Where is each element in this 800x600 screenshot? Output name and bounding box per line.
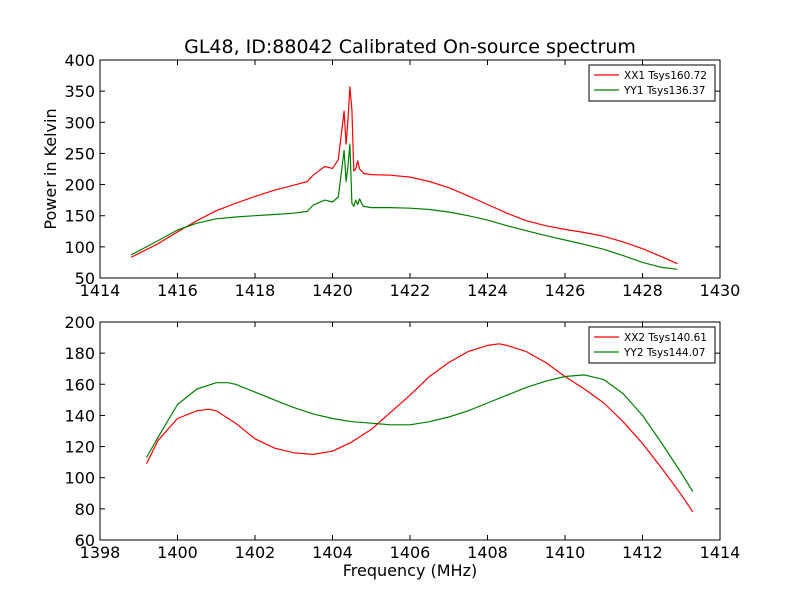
plot1-y-tick-label: 100 <box>64 238 95 257</box>
plot2-series-yy-line <box>145 374 694 493</box>
plot1-y-tick-label: 350 <box>64 82 95 101</box>
plot2-x-tick-label: 1410 <box>545 543 586 562</box>
plot2-legend-box <box>588 326 716 364</box>
plot2-legend-label: YY2 Tsys144.07 <box>623 347 705 359</box>
plot1-y-tick-label: 200 <box>64 176 95 195</box>
plot1-x-tick-label: 1424 <box>467 281 508 300</box>
plots-layer: 1414 1416 1418 1420 1422 1424 1426 1428 1430 50 10… <box>41 51 740 580</box>
plot2-x-axis-label: Frequency (MHz) <box>343 561 477 580</box>
plot2-x-tick-label: 1412 <box>622 543 663 562</box>
plot1-y-tick-label: 250 <box>64 144 95 163</box>
plot2-x-tick-label: 1400 <box>157 543 198 562</box>
plot2-y-tick-label: 160 <box>64 375 95 394</box>
plot1-y-tick-label: 150 <box>64 207 95 226</box>
plot2-legend-label: XX2 Tsys140.61 <box>624 332 707 344</box>
plot2-y-tick-label: 80 <box>75 500 95 519</box>
plot1-x-tick-label: 1426 <box>545 281 586 300</box>
plot2-x-tick-label: 1404 <box>312 543 353 562</box>
plot1-x-tick-label: 1414 <box>80 281 121 300</box>
plot2-y-tick-label: 140 <box>64 406 95 425</box>
plot2-y-tick-label: 60 <box>75 531 95 550</box>
plot1-legend-label: YY1 Tsys136.37 <box>623 85 705 97</box>
plot2-y-tick-label: 180 <box>64 344 95 363</box>
plot1-x-tick-label: 1420 <box>312 281 353 300</box>
plot1-x-tick-label: 1416 <box>157 281 198 300</box>
plot2-x-tick-label: 1406 <box>390 543 431 562</box>
plot1-y-tick-label: 400 <box>64 51 95 70</box>
plot1-x-tick-label: 1428 <box>622 281 663 300</box>
plot1-series-xx-line <box>130 86 678 265</box>
plot1-legend-box <box>588 64 716 102</box>
plot1-y-tick-label: 300 <box>64 113 95 132</box>
plot1-x-tick-label: 1422 <box>390 281 431 300</box>
plot2-y-tick-label: 200 <box>64 313 95 332</box>
plot2-y-tick-label: 120 <box>64 438 95 457</box>
plot1-series-yy-line <box>130 143 678 270</box>
plot2-x-tick-label: 1408 <box>467 543 508 562</box>
plot1-x-tick-label: 1430 <box>700 281 741 300</box>
plot1-x-tick-label: 1418 <box>235 281 276 300</box>
chart-title: GL48, ID:88042 Calibrated On-source spec… <box>184 36 636 58</box>
plot1-y-axis-label: Power in Kelvin <box>41 108 60 229</box>
plot2-x-tick-label: 1402 <box>235 543 276 562</box>
plot2-series-xx-line <box>145 343 694 513</box>
plot2-x-tick-label: 1398 <box>80 543 121 562</box>
plot2-y-tick-label: 100 <box>64 469 95 488</box>
plot1-legend-label: XX1 Tsys160.72 <box>624 70 707 82</box>
plot2-x-tick-label: 1414 <box>700 543 741 562</box>
plot1-y-tick-label: 50 <box>75 269 95 288</box>
